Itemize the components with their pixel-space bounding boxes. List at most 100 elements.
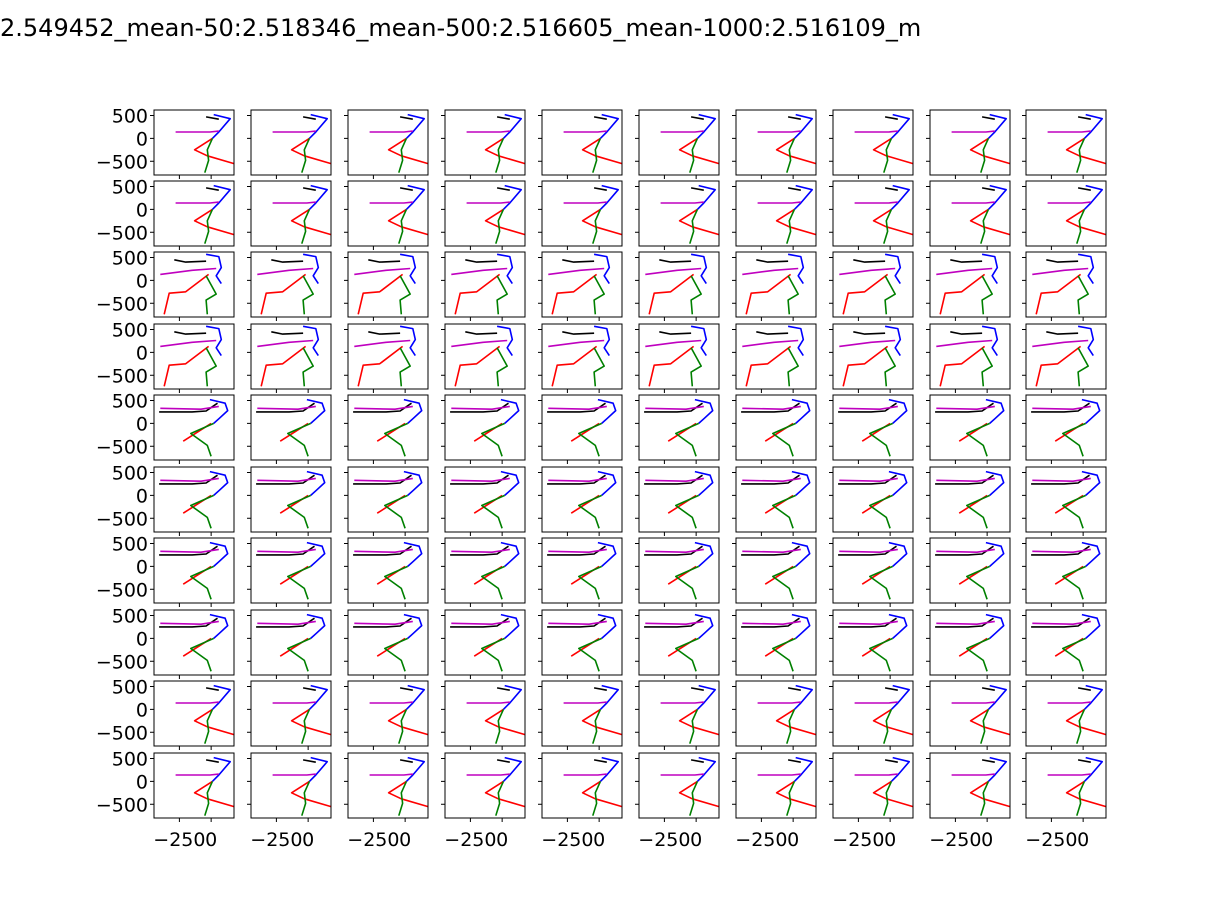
y-tick-label: −500 xyxy=(96,151,148,173)
subplot-1-4 xyxy=(538,180,623,250)
limb-black xyxy=(399,116,413,120)
limb-blue xyxy=(302,253,320,285)
axes-frame xyxy=(735,609,817,676)
limb-blue xyxy=(593,253,611,285)
limb-green xyxy=(383,422,409,457)
limb-black xyxy=(593,116,607,120)
y-tick-label: −500 xyxy=(96,436,148,458)
limb-magenta xyxy=(936,477,995,483)
limb-green xyxy=(190,494,215,529)
subplot-7-9 xyxy=(1022,609,1107,679)
limb-blue xyxy=(791,470,811,496)
limb-green xyxy=(787,347,800,387)
limb-magenta xyxy=(160,339,217,348)
axes-frame xyxy=(929,251,1011,318)
limb-blue xyxy=(791,541,811,567)
limb-black xyxy=(884,187,898,191)
limb-black xyxy=(853,259,886,263)
axes-frame xyxy=(153,180,235,247)
limb-magenta xyxy=(1032,477,1091,483)
limb-blue xyxy=(496,325,514,357)
axes-frame xyxy=(832,251,914,318)
subplot-3-6 xyxy=(732,323,817,393)
limb-green xyxy=(1062,422,1087,457)
limb-magenta xyxy=(257,339,314,348)
limb-black xyxy=(950,259,983,263)
axes-frame xyxy=(929,609,1011,676)
limb-green xyxy=(190,422,215,457)
x-tick-label: −250 xyxy=(444,829,496,851)
limb-red xyxy=(581,780,623,808)
axes-frame xyxy=(735,394,817,461)
limb-magenta xyxy=(354,339,411,348)
limb-green xyxy=(301,709,311,744)
limb-blue xyxy=(205,325,223,357)
limb-blue xyxy=(890,113,911,139)
axes-frame xyxy=(1025,537,1107,604)
y-tick-label: 500 xyxy=(112,390,148,412)
limb-blue xyxy=(405,756,426,782)
subplot-6-1 xyxy=(247,537,332,607)
y-tick-label: 500 xyxy=(112,533,148,555)
limb-blue xyxy=(987,684,1008,710)
limb-green xyxy=(592,781,602,816)
axes-frame xyxy=(250,323,332,390)
limb-green xyxy=(399,275,412,315)
limb-green xyxy=(786,209,796,244)
limb-green xyxy=(786,781,796,816)
subplot-6-9 xyxy=(1022,537,1107,607)
limb-magenta xyxy=(951,701,995,704)
subplot-5-6 xyxy=(732,466,817,536)
limb-red xyxy=(842,273,889,315)
limb-magenta xyxy=(466,201,510,204)
limb-blue xyxy=(306,398,326,424)
limb-red xyxy=(454,273,501,315)
limb-black xyxy=(271,331,304,335)
limb-blue xyxy=(308,184,329,210)
axes-frame xyxy=(444,323,526,390)
limb-blue xyxy=(405,684,426,710)
limb-blue xyxy=(696,684,717,710)
x-tick-label: −250 xyxy=(347,829,399,851)
axes-frame xyxy=(832,752,914,819)
axes-frame xyxy=(250,180,332,247)
y-tick-label: −500 xyxy=(96,579,148,601)
axes-frame xyxy=(832,466,914,533)
x-tick-label: 0 xyxy=(302,829,314,851)
subplot-4-3 xyxy=(441,394,526,464)
limb-blue xyxy=(690,325,708,357)
limb-magenta xyxy=(742,267,799,276)
subplot-1-5 xyxy=(635,180,720,250)
x-tick-label: 0 xyxy=(496,829,508,851)
axes-frame xyxy=(541,251,623,318)
axes-frame xyxy=(735,537,817,604)
limb-magenta xyxy=(742,620,801,626)
limb-magenta xyxy=(466,701,510,704)
limb-magenta xyxy=(951,773,995,776)
limb-green xyxy=(690,347,703,387)
limb-magenta xyxy=(839,548,898,554)
limb-red xyxy=(1065,137,1107,165)
limb-blue xyxy=(1081,613,1101,639)
x-tick-label: 0 xyxy=(205,829,217,851)
axes-frame xyxy=(832,323,914,390)
limb-green xyxy=(204,138,214,173)
limb-magenta xyxy=(645,477,704,483)
limb-red xyxy=(1065,208,1107,236)
axes-frame xyxy=(929,537,1011,604)
y-tick-label: 500 xyxy=(112,247,148,269)
subplot-0-7 xyxy=(829,109,914,179)
x-tick-label: −250 xyxy=(250,829,302,851)
limb-green xyxy=(965,565,991,600)
limb-magenta xyxy=(1032,405,1091,411)
subplot-3-7 xyxy=(829,323,914,393)
axes-frame xyxy=(541,109,623,176)
limb-blue xyxy=(211,113,231,139)
axes-frame xyxy=(444,609,526,676)
limb-green xyxy=(883,781,893,816)
